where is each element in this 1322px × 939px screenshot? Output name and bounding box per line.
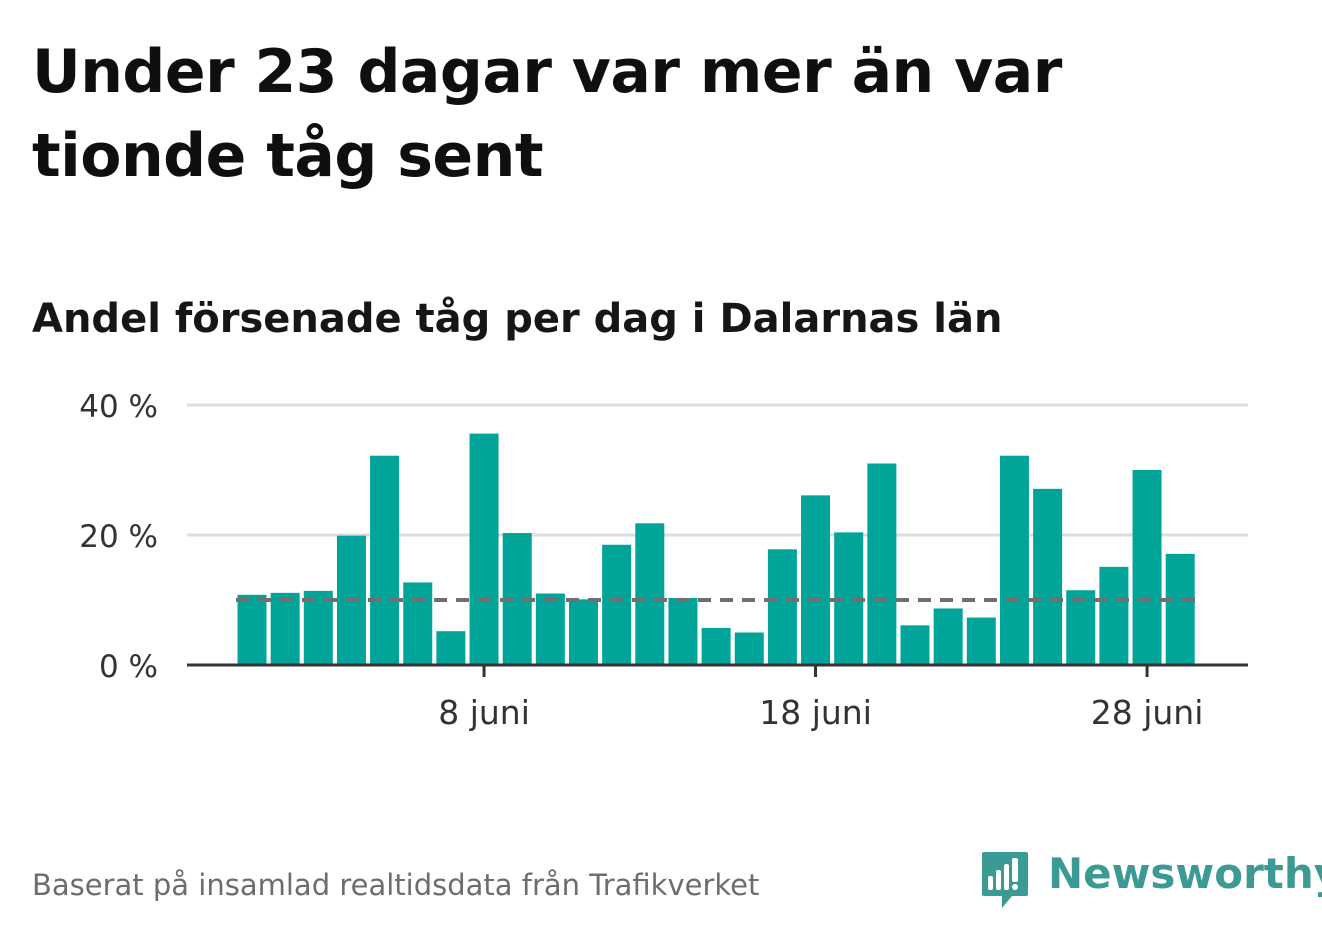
brand-logo[interactable]: Newsworthy [980,848,1322,912]
y-tick-label: 20 % [79,519,158,555]
bar [602,544,632,665]
bar-chart: 0 % 20 % 40 % 8 juni 18 juni 28 juni [79,389,1248,732]
bar [403,582,433,665]
bar [635,523,665,665]
bar [1165,553,1195,665]
chart-title: Under 23 dagar var mer än var tionde tåg… [32,37,1062,191]
brand-name: Newsworthy [1048,849,1322,898]
x-tick-label: 28 juni [1091,693,1204,732]
bar [370,455,400,665]
bar [237,594,267,665]
chart-subtitle: Andel försenade tåg per dag i Dalarnas l… [32,296,1003,342]
bar [668,598,698,665]
bar [1132,470,1162,665]
bar [270,592,300,665]
bar [900,625,930,665]
bar [303,590,333,665]
bar [569,599,598,665]
bar [469,433,499,665]
bar [1033,488,1063,665]
source-note: Baserat på insamlad realtidsdata från Tr… [32,868,760,902]
bar-series [237,433,1195,665]
bar [734,632,764,665]
x-axis [187,663,1248,677]
bar [436,631,466,665]
bar [999,455,1029,665]
bar [867,463,897,665]
x-tick-label: 8 juni [438,693,530,732]
bar [535,593,565,665]
bar [801,495,831,665]
y-tick-label: 0 % [99,649,158,685]
x-tick-label: 18 juni [759,693,872,732]
y-tick-label: 40 % [79,389,158,425]
bar [966,617,996,665]
bar [933,608,963,665]
bar [767,549,797,665]
bar [1099,566,1129,665]
grid-lines [187,403,1248,537]
bar [701,627,731,665]
bar [1066,590,1096,665]
tick-labels: 0 % 20 % 40 % 8 juni 18 juni 28 juni [79,389,1203,732]
newsworthy-logo-icon [982,852,1028,908]
